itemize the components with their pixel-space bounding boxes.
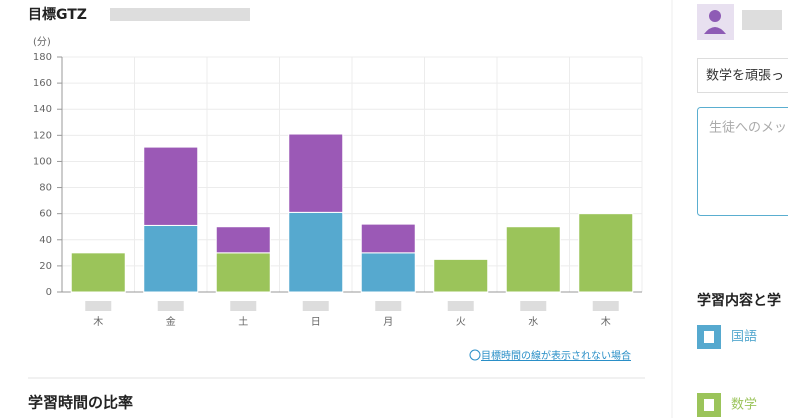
bar [578,213,634,293]
bar [215,252,271,293]
input-placeholder: 生徒へのメッ [709,121,787,136]
bar [433,258,489,293]
bar [215,226,271,254]
page-title: 目標GTZ [28,6,87,23]
bar [70,252,126,293]
x-tick-label: 水 [528,316,538,328]
message-bubble [697,58,788,93]
x-tick-label: 木 [601,316,611,328]
bar [360,223,416,254]
subject-label[interactable]: 国語 [731,329,757,345]
y-tick-label: 180 [33,52,52,63]
blurred-name [742,10,782,30]
x-tick-label: 日 [311,317,321,328]
bar [288,211,344,293]
help-icon[interactable] [469,349,481,361]
y-tick-label: 20 [39,261,52,272]
y-tick-label: 100 [33,156,52,167]
y-tick-label: 80 [39,183,52,194]
avatar [697,4,734,40]
sidebar-title: 学習内容と学 [697,292,781,309]
bar [143,224,199,293]
x-tick-label: 土 [238,315,248,328]
blurred-date [447,301,474,311]
bar [360,252,416,293]
subject-label[interactable]: 数学 [731,397,757,413]
help-link[interactable]: 目標時間の線が表示されない場合 [481,349,631,362]
y-tick-label: 60 [39,209,52,220]
y-tick-label: 160 [33,78,52,89]
blurred-date [375,301,402,311]
blurred-date [520,301,547,311]
x-tick-label: 金 [166,315,176,328]
y-axis-label: (分) [33,36,51,48]
blurred-date [85,301,112,311]
avatar-body [704,27,726,34]
message-input[interactable] [697,107,788,216]
blurred-date [302,301,329,311]
y-tick-label: 120 [33,130,52,141]
blurred-date [230,301,257,311]
blurred-text [110,8,250,21]
blurred-date [592,301,619,311]
x-tick-label: 木 [93,316,103,328]
y-tick-label: 0 [46,287,52,298]
bar [143,146,199,226]
y-tick-label: 140 [33,104,52,115]
bar [505,226,561,293]
bar [288,133,344,213]
subject-icon-book [704,399,714,411]
subject-icon-book [704,331,714,343]
y-tick-label: 40 [39,235,52,246]
avatar-head [709,10,721,22]
section-title: 学習時間の比率 [28,394,133,412]
x-tick-label: 火 [456,316,466,328]
x-tick-label: 月 [383,316,393,328]
message-text: 数学を頑張っ [706,68,784,84]
blurred-date [157,301,184,311]
